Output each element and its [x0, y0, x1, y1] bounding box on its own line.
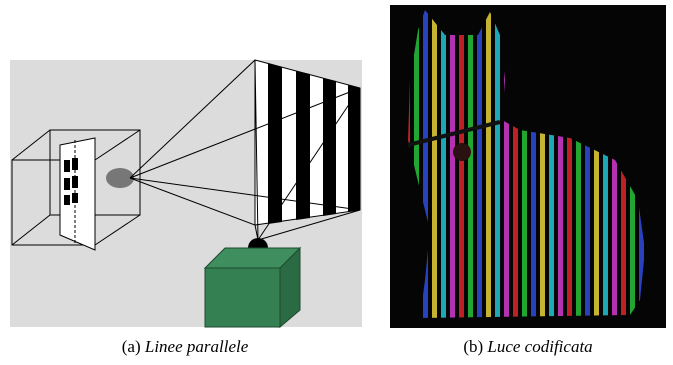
lens [106, 168, 134, 188]
image-a [10, 60, 362, 327]
stripe [486, 5, 491, 325]
stripe [495, 5, 500, 325]
stripe [441, 5, 446, 325]
caption-label: (b) [463, 337, 483, 356]
stripe [459, 5, 464, 325]
stripe [477, 5, 482, 325]
stripe [432, 5, 437, 325]
caption-text: Linee parallele [144, 337, 249, 356]
caption-label: (a) [122, 337, 141, 356]
image-b [390, 5, 666, 328]
caption-b: (b) Luce codificata [463, 337, 592, 356]
caption-text: Luce codificata [486, 337, 592, 356]
figure: (a) Linee parallele (b) Luce codificata [0, 0, 673, 365]
page: {"figures": [ {"label": "(a)", "caption"… [0, 0, 673, 365]
stripe [450, 5, 455, 325]
stripe [468, 5, 473, 325]
eye-shadow [453, 143, 471, 161]
caption-a: (a) Linee parallele [122, 337, 249, 356]
stripe-screen [255, 60, 360, 225]
